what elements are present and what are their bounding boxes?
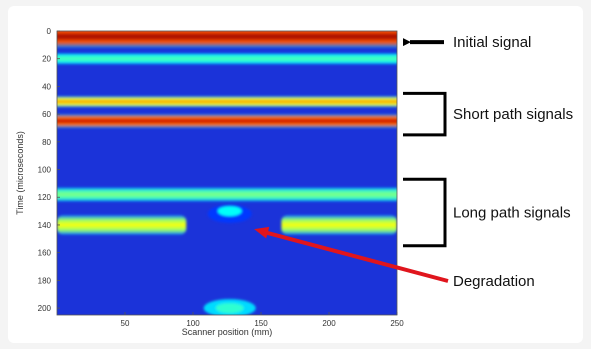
heatmap-band [57, 215, 187, 235]
annotation-bracket-label: Long path signals [453, 204, 571, 221]
degradation-feature [215, 303, 244, 314]
heatmap-band [57, 53, 397, 65]
y-tick-label: 200 [38, 304, 52, 313]
heatmap-band [57, 114, 397, 128]
annotation-initial-signal: Initial signal [453, 34, 531, 51]
x-tick-label: 150 [254, 319, 268, 328]
y-axis-label: Time (microseconds) [15, 131, 25, 215]
annotation-degradation: Degradation [453, 273, 535, 290]
degradation-feature [217, 206, 242, 217]
bracket [403, 91, 447, 137]
degradation-arrow [254, 226, 449, 283]
y-tick-label: 180 [38, 276, 52, 285]
y-tick-label: 120 [38, 193, 52, 202]
y-tick-label: 100 [38, 166, 52, 175]
y-tick-label: 60 [42, 110, 51, 119]
x-tick-label: 50 [121, 319, 130, 328]
plot-frame [56, 30, 398, 316]
plot-background [57, 31, 397, 315]
y-tick-label: 20 [42, 55, 51, 64]
y-axis: 0 20 40 60 80 100 120 140 160 180 200 [38, 27, 60, 313]
heatmap-chart: 0 20 40 60 80 100 120 140 160 180 200 50 100 150 200 2… [15, 27, 573, 337]
y-tick-label: 160 [38, 249, 52, 258]
annotation-bracket-label: Short path signals [453, 106, 573, 123]
heatmap-band [281, 215, 397, 235]
x-tick-label: 100 [186, 319, 200, 328]
heatmap-band [57, 96, 397, 108]
heatmap-band [57, 31, 397, 48]
bands-layer [57, 31, 397, 315]
figure-panel: 0 20 40 60 80 100 120 140 160 180 200 50 100 150 200 2… [8, 6, 583, 343]
y-tick-label: 80 [42, 138, 51, 147]
bracket [403, 177, 447, 248]
y-tick-label: 40 [42, 82, 51, 91]
x-axis-label: Scanner position (mm) [182, 327, 273, 337]
heatmap-band [57, 187, 397, 202]
y-tick-label: 140 [38, 221, 52, 230]
y-tick-label: 0 [47, 27, 52, 36]
x-tick-label: 200 [322, 319, 336, 328]
plot-area [57, 31, 397, 315]
x-axis: 50 100 150 200 250 [121, 312, 404, 328]
x-tick-label: 250 [390, 319, 404, 328]
annotations: Initial signal Short path signals Long pat… [254, 34, 573, 290]
